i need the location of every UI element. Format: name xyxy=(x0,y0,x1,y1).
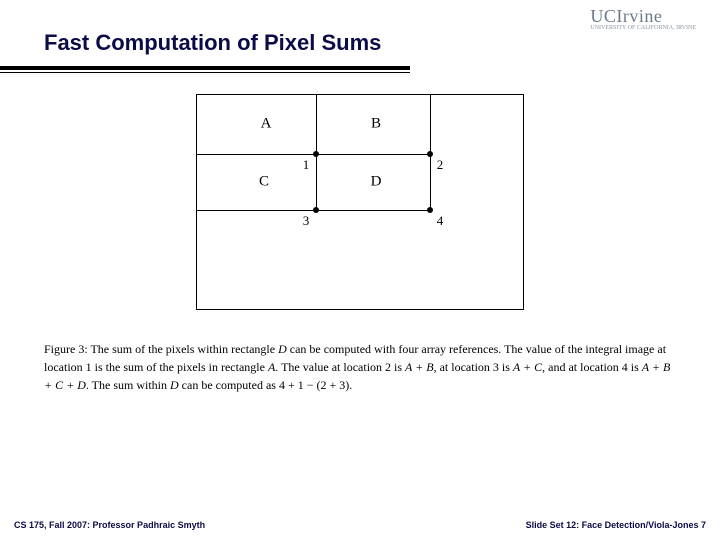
point-1 xyxy=(313,151,319,157)
cap-ab: A + B xyxy=(405,360,434,374)
point-2 xyxy=(427,151,433,157)
point-4 xyxy=(427,207,433,213)
cap-text: , at location 3 is xyxy=(434,360,513,374)
title-underline-thin xyxy=(0,72,410,73)
region-label-c: C xyxy=(259,174,269,191)
point-2-label: 2 xyxy=(437,157,444,173)
logo-main: UCIrvine xyxy=(590,6,662,26)
cap-ac: A + C xyxy=(513,360,542,374)
cap-text: . The sum within xyxy=(86,378,170,392)
point-3 xyxy=(313,207,319,213)
slide: UCIrvine UNIVERSITY OF CALIFORNIA, IRVIN… xyxy=(0,0,720,540)
title-underline-thick xyxy=(0,66,410,70)
cap-text: , and at location 4 is xyxy=(542,360,642,374)
point-3-label: 3 xyxy=(303,213,310,229)
figure-caption: Figure 3: The sum of the pixels within r… xyxy=(44,340,676,394)
footer-right: Slide Set 12: Face Detection/Viola-Jones… xyxy=(526,520,706,530)
slide-title: Fast Computation of Pixel Sums xyxy=(44,30,381,56)
cap-d: D xyxy=(278,342,287,356)
cap-formula: 4 + 1 − (2 + 3) xyxy=(279,378,349,392)
logo-sub: UNIVERSITY OF CALIFORNIA, IRVINE xyxy=(590,25,696,31)
cap-text: can be computed as xyxy=(179,378,279,392)
integral-image-diagram: A B C D 1 2 3 4 xyxy=(196,94,524,310)
diagram-outer-box xyxy=(196,94,524,310)
cap-d2: D xyxy=(170,378,179,392)
region-label-b: B xyxy=(371,116,381,133)
region-label-a: A xyxy=(261,116,272,133)
point-1-label: 1 xyxy=(303,157,310,173)
region-label-d: D xyxy=(371,174,382,191)
cap-text: Figure 3: The sum of the pixels within r… xyxy=(44,342,278,356)
university-logo: UCIrvine UNIVERSITY OF CALIFORNIA, IRVIN… xyxy=(590,6,696,31)
cap-period: . xyxy=(349,378,352,392)
footer-left: CS 175, Fall 2007: Professor Padhraic Sm… xyxy=(14,520,205,530)
point-4-label: 4 xyxy=(437,213,444,229)
cap-text: . The value at location 2 is xyxy=(275,360,405,374)
